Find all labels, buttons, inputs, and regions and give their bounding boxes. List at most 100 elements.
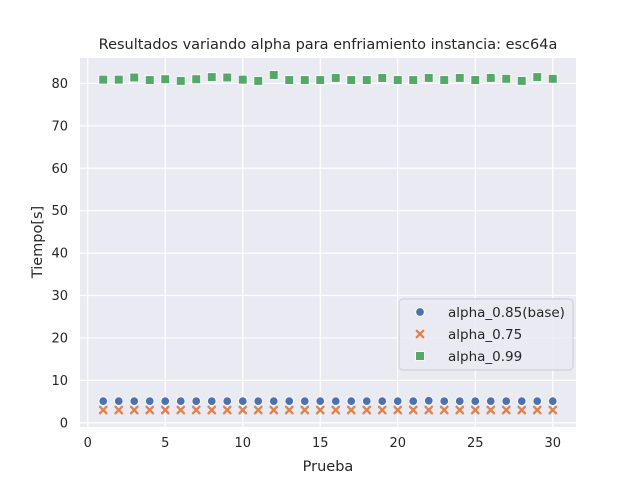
series-x xyxy=(98,405,558,415)
data-point xyxy=(284,396,294,406)
data-point xyxy=(501,396,511,406)
y-tick-label: 30 xyxy=(51,289,68,304)
data-point xyxy=(331,405,341,415)
data-point xyxy=(237,74,248,85)
data-point xyxy=(98,74,109,85)
data-point xyxy=(361,75,372,85)
data-point xyxy=(114,396,124,406)
y-tick-label: 70 xyxy=(51,119,68,134)
data-point xyxy=(238,396,248,406)
data-point xyxy=(439,396,449,406)
legend-label: alpha_0.85(base) xyxy=(448,305,565,321)
data-point xyxy=(160,405,170,415)
series-square xyxy=(98,70,558,86)
data-point xyxy=(98,405,108,415)
y-tick-label: 0 xyxy=(60,416,68,431)
legend-marker xyxy=(415,329,425,339)
data-point xyxy=(517,396,527,406)
x-tick-label: 10 xyxy=(234,436,251,451)
data-point xyxy=(377,405,387,415)
x-tick-label: 15 xyxy=(312,436,329,451)
legend-entry: alpha_0.75 xyxy=(415,327,522,343)
data-point xyxy=(315,405,325,415)
data-point xyxy=(548,405,558,415)
data-point xyxy=(423,73,434,83)
data-point xyxy=(160,396,170,406)
y-tick-label: 50 xyxy=(51,204,68,219)
data-point xyxy=(470,396,480,406)
data-point xyxy=(176,396,186,406)
y-tick-label: 80 xyxy=(51,77,68,92)
data-point xyxy=(501,73,512,84)
x-axis-title: Prueba xyxy=(303,459,354,475)
data-point xyxy=(315,75,326,85)
data-point xyxy=(548,396,558,406)
data-point xyxy=(501,405,511,415)
y-tick-label: 60 xyxy=(51,162,68,177)
chart-title: Resultados variando alpha para enfriamie… xyxy=(99,37,558,53)
data-point xyxy=(144,75,155,85)
data-point xyxy=(129,396,139,406)
data-point xyxy=(393,396,403,406)
x-tick-label: 30 xyxy=(544,436,561,451)
data-point xyxy=(268,70,279,80)
legend-entry: alpha_0.99 xyxy=(415,349,522,365)
data-point xyxy=(175,76,186,86)
data-point xyxy=(517,405,527,415)
legend-label: alpha_0.99 xyxy=(448,349,522,365)
data-point xyxy=(486,405,496,415)
data-point xyxy=(145,405,155,415)
legend-marker-square xyxy=(415,351,425,361)
data-point xyxy=(532,396,542,406)
data-point xyxy=(269,396,279,406)
data-point xyxy=(114,405,124,415)
grid-lines xyxy=(80,58,576,427)
data-point xyxy=(300,396,310,406)
data-point xyxy=(299,75,310,85)
data-point xyxy=(113,74,124,85)
data-point xyxy=(547,73,558,84)
data-point xyxy=(238,405,248,415)
data-point xyxy=(486,396,496,406)
data-point xyxy=(222,72,233,83)
legend-marker-x xyxy=(415,329,425,339)
legend-box xyxy=(398,298,574,371)
data-point xyxy=(315,396,325,406)
data-point xyxy=(377,73,388,83)
x-tick-label: 25 xyxy=(467,436,484,451)
data-point xyxy=(408,405,418,415)
data-point xyxy=(269,405,279,415)
data-point xyxy=(206,72,217,82)
data-point xyxy=(284,405,294,415)
data-point xyxy=(362,396,372,406)
data-point xyxy=(455,396,465,406)
data-point xyxy=(377,396,387,406)
data-point xyxy=(532,405,542,415)
y-axis-title: Tiempo[s] xyxy=(30,206,46,279)
data-point xyxy=(145,396,155,406)
data-point xyxy=(191,74,202,85)
data-point xyxy=(129,405,139,415)
data-point xyxy=(516,76,527,86)
data-point xyxy=(176,405,186,415)
data-point xyxy=(222,396,232,406)
data-point xyxy=(191,396,201,406)
data-point xyxy=(253,76,264,86)
x-tick-label: 5 xyxy=(161,436,169,451)
data-point xyxy=(129,72,140,83)
data-point xyxy=(485,73,496,83)
data-point xyxy=(346,75,357,85)
data-point xyxy=(393,405,403,415)
legend-marker xyxy=(415,351,425,361)
legend-marker xyxy=(415,307,425,317)
data-point xyxy=(455,405,465,415)
data-point xyxy=(408,75,419,85)
data-point xyxy=(191,405,201,415)
tick-labels: 0 5 10 15 20 25 30 0 10 20 30 40 50 60 70 80 xyxy=(51,77,561,451)
data-point xyxy=(362,405,372,415)
data-point xyxy=(330,73,341,83)
data-point xyxy=(424,396,434,406)
x-tick-label: 20 xyxy=(389,436,406,451)
plot-area xyxy=(80,58,576,427)
